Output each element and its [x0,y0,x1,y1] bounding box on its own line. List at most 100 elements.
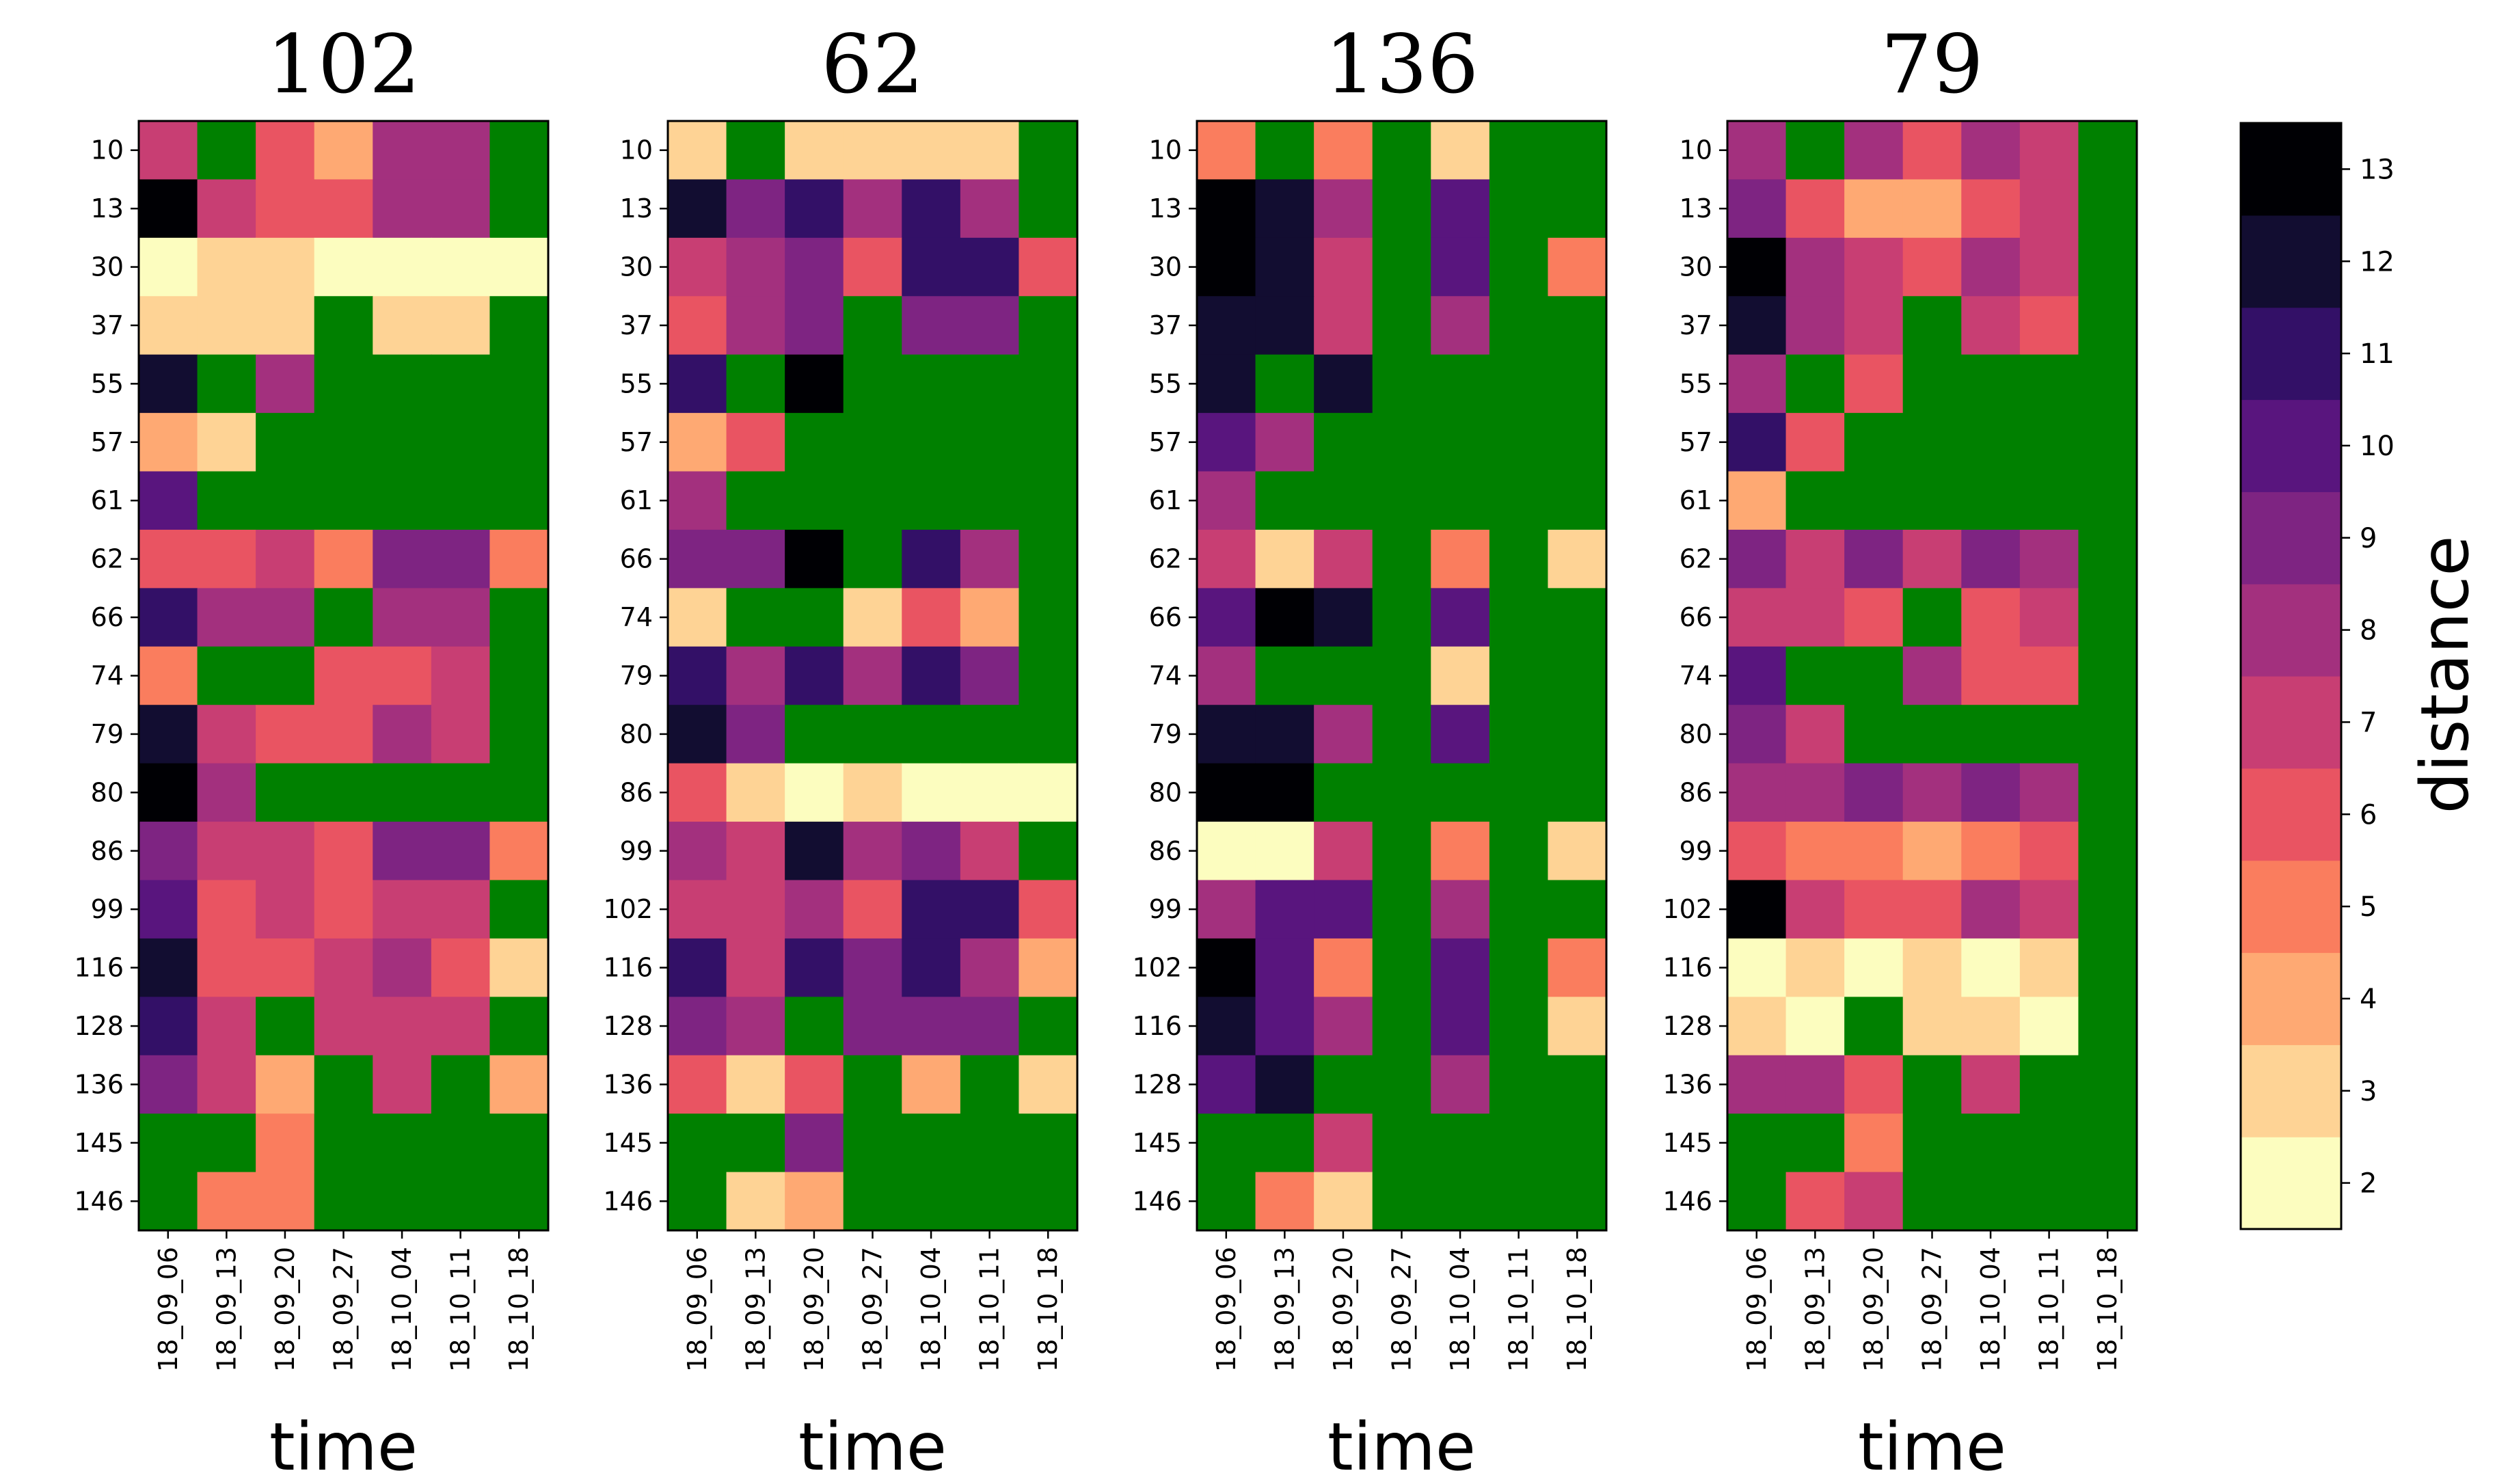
heatmap-cell [373,529,432,589]
heatmap-cell [373,121,432,180]
x-tick-label: 18_10_04 [916,1247,946,1372]
heatmap-cell [373,997,432,1056]
heatmap-cell [1372,705,1431,764]
heatmap-cell [2019,1114,2079,1173]
heatmap-cell [843,121,902,180]
heatmap-cell [843,1172,902,1231]
heatmap-cell [256,529,315,589]
heatmap-cell [1372,880,1431,939]
heatmap-cell [1902,997,1962,1056]
heatmap-cell [1961,179,2021,239]
heatmap-cell [1255,237,1314,297]
heatmap-cell [489,763,549,822]
heatmap-cell [1197,413,1256,472]
heatmap-cell [1844,705,1904,764]
panel-title: 62 [821,17,923,111]
heatmap-cell [668,354,727,414]
heatmap-cell [1314,179,1373,239]
heatmap-cell [726,471,785,530]
heatmap-cell [1727,179,1787,239]
heatmap-cell [1255,1114,1314,1173]
heatmap-cell [1785,763,1845,822]
heatmap-cell [960,705,1020,764]
heatmap-cell [1489,296,1549,355]
x-tick-label: 18_10_04 [1975,1247,2006,1372]
heatmap-cell [1727,121,1787,180]
heatmap-cell [314,938,373,997]
heatmap-cell [1019,121,1078,180]
heatmap-cell [256,121,315,180]
heatmap-cell [1727,237,1787,297]
heatmap-cell [1727,588,1787,647]
heatmap-cell [314,1055,373,1114]
heatmap-cell [2078,179,2137,239]
heatmap-cell [1548,1114,1607,1173]
heatmap-cell [2019,646,2079,705]
heatmap-cell [1902,1114,1962,1173]
heatmap-cell [1785,237,1845,297]
heatmap-cell [1314,354,1373,414]
heatmap-cell [1431,938,1490,997]
heatmap-cell [139,1172,198,1231]
x-tick-label: 18_09_06 [682,1247,712,1372]
heatmap-cell [1489,179,1549,239]
heatmap-cell [139,413,198,472]
y-tick-label: 61 [1149,485,1182,515]
heatmap-cell [139,880,198,939]
heatmap-cell [2019,1172,2079,1231]
x-tick-label: 18_09_20 [270,1247,300,1372]
heatmap-cell [2078,646,2137,705]
heatmap-cell [726,705,785,764]
y-tick-label: 13 [1149,193,1182,224]
heatmap-cell [197,237,256,297]
heatmap-cell [960,1114,1020,1173]
y-tick-label: 37 [91,310,124,340]
heatmap-cell [1019,588,1078,647]
heatmap-cell [843,997,902,1056]
heatmap-cell [1197,296,1256,355]
heatmap-cell [314,646,373,705]
heatmap-cell [139,822,198,881]
heatmap-cell [256,763,315,822]
heatmap-cell [431,588,491,647]
y-tick-label: 146 [603,1186,653,1216]
heatmap-cell [1548,1055,1607,1114]
heatmap-cell [1902,413,1962,472]
heatmap-cell [1727,880,1787,939]
y-tick-label: 146 [1662,1186,1712,1216]
heatmap-cell [960,938,1020,997]
x-tick-label: 18_10_18 [1562,1247,1592,1372]
heatmap-cell [1255,822,1314,881]
heatmap-cell [1197,1114,1256,1173]
heatmap-cell [1431,880,1490,939]
heatmap-cell [1255,529,1314,589]
heatmap-cell [1785,938,1845,997]
heatmap-cell [197,413,256,472]
heatmap-cell [960,1172,1020,1231]
heatmap-cell [1489,588,1549,647]
y-tick-label: 30 [620,252,653,282]
heatmap-cell [1255,121,1314,180]
heatmap-cell [2019,997,2079,1056]
heatmap-cell [1372,237,1431,297]
heatmap-cell [1727,646,1787,705]
heatmap-cell [1372,296,1431,355]
heatmap-cell [431,237,491,297]
heatmap-cell [431,121,491,180]
heatmap-cell [902,588,961,647]
heatmap-cell [1548,529,1607,589]
heatmap-cell [2078,237,2137,297]
heatmap-cell [431,880,491,939]
heatmap-cell [197,1172,256,1231]
heatmap-cell [2019,705,2079,764]
x-tick-label: 18_09_13 [211,1247,241,1372]
x-tick-label: 18_10_18 [504,1247,534,1372]
heatmap-cell [256,237,315,297]
heatmap-cell [902,471,961,530]
heatmap-cell [1961,1172,2021,1231]
heatmap-cell [960,296,1020,355]
heatmap-cell [1961,529,2021,589]
heatmap-cell [1902,880,1962,939]
heatmap-cell [139,529,198,589]
x-tick-label: 18_10_18 [2092,1247,2122,1372]
